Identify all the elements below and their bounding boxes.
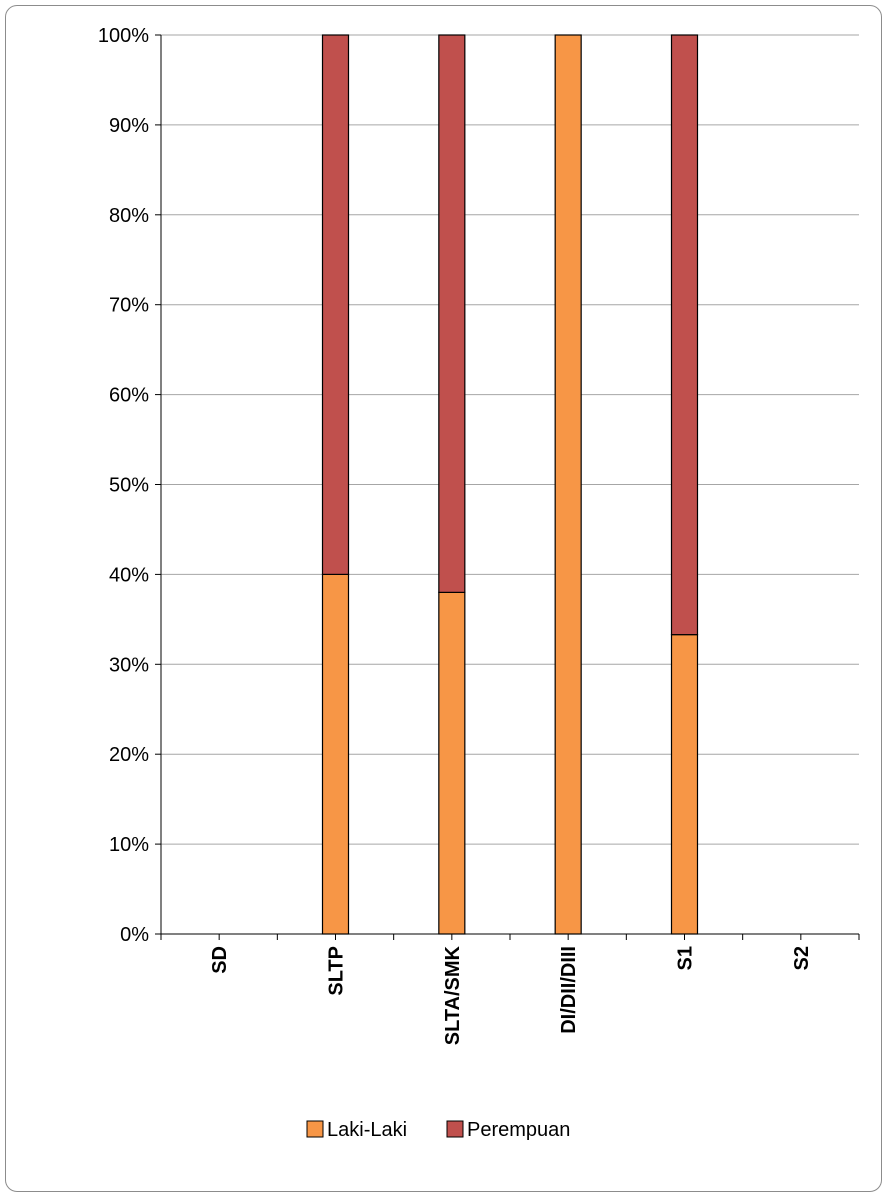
legend-swatch (446, 1120, 464, 1138)
legend-label: Perempuan (467, 1119, 570, 1141)
y-tick-labels: 0% 10% 20% 30% 40% 50% 60% 70% 80% 90% 100% (98, 25, 149, 946)
y-tick-label: 0% (120, 924, 149, 946)
legend: Laki-Laki Perempuan (306, 1119, 570, 1141)
y-tick-label: 50% (109, 475, 149, 497)
y-tick-label: 80% (109, 205, 149, 227)
y-tick-label: 100% (98, 25, 149, 47)
category-label: SLTP (326, 946, 348, 996)
y-tick-label: 30% (109, 654, 149, 676)
y-tick-label: 90% (109, 115, 149, 137)
bar-segment (670, 34, 699, 636)
category-label: DI/DII/DIII (558, 946, 580, 1034)
bar-segment (554, 34, 582, 935)
y-tick-label: 70% (109, 295, 149, 317)
category-label: SLTA/SMK (442, 945, 464, 1045)
y-tick-label: 20% (109, 744, 149, 766)
axes (155, 34, 860, 940)
bar-segment (438, 34, 466, 593)
category-labels: SD SLTP SLTA/SMK DI/DII/DIII S1 S2 (209, 945, 813, 1045)
category-label: S1 (675, 946, 697, 970)
y-tick-label: 60% (109, 385, 149, 407)
bar-segment (438, 591, 466, 935)
bar-segment (670, 634, 699, 935)
y-tick-label: 40% (109, 564, 149, 586)
legend-swatch (306, 1120, 324, 1138)
bar-segment (321, 573, 350, 935)
gridlines (161, 34, 859, 845)
category-label: SD (209, 946, 231, 974)
bar-segment (321, 34, 350, 576)
y-tick-label: 10% (109, 834, 149, 856)
legend-label: Laki-Laki (327, 1119, 407, 1141)
bars (321, 34, 699, 935)
category-label: S2 (791, 946, 813, 970)
